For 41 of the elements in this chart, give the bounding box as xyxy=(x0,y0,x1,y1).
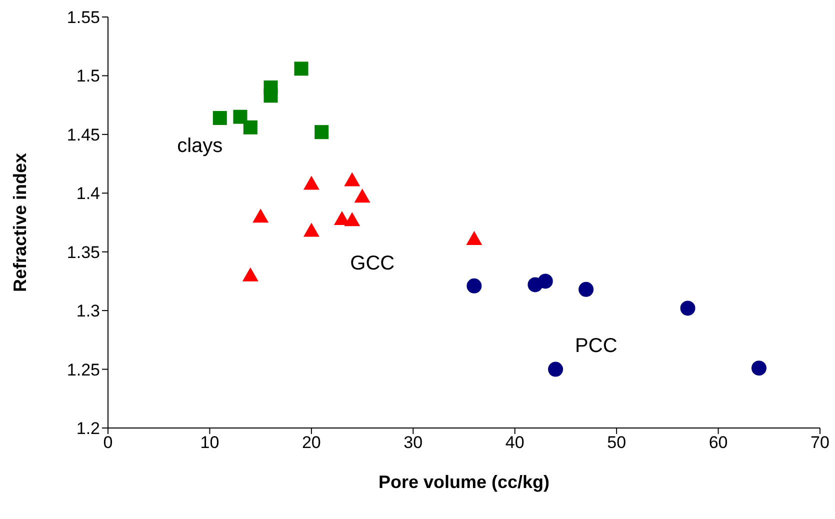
y-axis-title: Refractive index xyxy=(10,152,30,292)
y-tick-label: 1.55 xyxy=(66,8,100,28)
x-tick-label: 60 xyxy=(708,433,728,452)
y-tick-label: 1.45 xyxy=(66,125,100,144)
y-tick-label: 1.3 xyxy=(76,302,100,321)
y-tick-label: 1.35 xyxy=(66,242,100,262)
x-axis-title: Pore volume (cc/kg) xyxy=(378,472,550,492)
point xyxy=(466,230,482,245)
y-tick-label: 1.4 xyxy=(76,184,100,204)
point xyxy=(354,188,370,203)
point xyxy=(233,110,248,124)
point xyxy=(314,125,329,140)
point xyxy=(294,62,308,76)
point xyxy=(212,110,227,125)
point xyxy=(303,176,320,190)
point xyxy=(578,282,594,297)
series-label: GCC xyxy=(350,252,395,274)
point xyxy=(243,120,258,134)
point xyxy=(344,172,360,186)
series-label: PCC xyxy=(575,334,618,357)
point xyxy=(252,208,269,223)
y-tick-label: 1.2 xyxy=(76,419,100,438)
point xyxy=(264,88,278,103)
point xyxy=(303,222,320,237)
x-tick-label: 70 xyxy=(810,433,830,452)
x-tick-label: 0 xyxy=(103,433,113,452)
point xyxy=(680,300,696,316)
y-tick-label: 1.25 xyxy=(66,360,100,380)
point xyxy=(344,212,360,226)
y-tick-label: 1.5 xyxy=(76,66,100,86)
x-tick-label: 40 xyxy=(505,433,524,452)
x-tick-label: 50 xyxy=(607,433,626,452)
point xyxy=(548,362,564,377)
x-tick-label: 10 xyxy=(200,433,220,452)
point xyxy=(751,360,766,376)
point xyxy=(538,274,553,289)
x-tick-label: 30 xyxy=(404,433,423,452)
point xyxy=(242,267,258,282)
point xyxy=(466,278,482,294)
series-label: clays xyxy=(177,134,223,157)
x-tick-label: 20 xyxy=(302,433,321,452)
